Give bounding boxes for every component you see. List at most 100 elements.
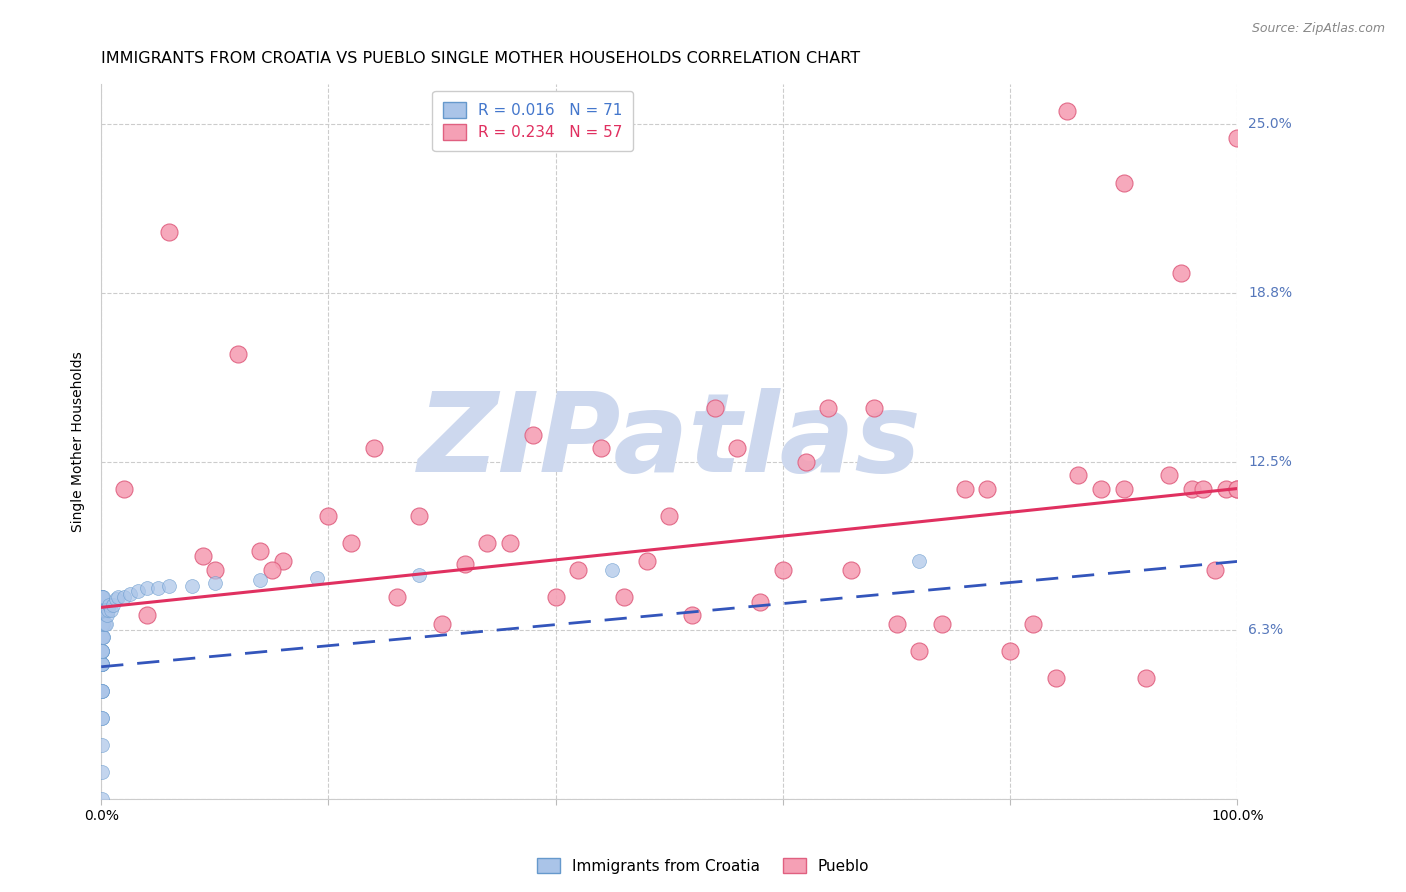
Point (226, 346, 249, 360)
Point (1045, 671, 1067, 685)
Point (94, 616, 117, 631)
Point (249, 543, 271, 558)
Point (90, 684, 112, 698)
Point (477, 535, 499, 549)
Point (725, 441, 748, 455)
Point (90, 684, 112, 698)
Text: ZIPatlas: ZIPatlas (418, 388, 921, 495)
Text: 18.8%: 18.8% (1249, 285, 1292, 300)
Point (91, 630, 114, 644)
Point (93, 590, 115, 604)
Point (1170, 266, 1192, 280)
Point (181, 579, 204, 593)
Point (104, 592, 127, 607)
Point (90, 630, 112, 644)
Point (931, 616, 953, 631)
Point (157, 579, 180, 593)
Point (91, 603, 114, 617)
Point (96, 608, 118, 623)
Point (90, 630, 112, 644)
Text: 6.3%: 6.3% (1249, 624, 1284, 637)
Point (90, 738, 112, 752)
Point (1204, 563, 1226, 577)
Point (90, 657, 112, 671)
Point (408, 508, 430, 523)
Point (91, 603, 114, 617)
Point (340, 535, 363, 549)
Point (100, 603, 122, 617)
Point (522, 427, 544, 442)
Point (1022, 616, 1045, 631)
Point (385, 590, 408, 604)
Point (408, 568, 430, 582)
Point (1067, 468, 1090, 483)
Point (772, 563, 794, 577)
Point (90, 616, 112, 631)
Point (93, 603, 115, 617)
Point (430, 616, 453, 631)
Point (1181, 482, 1204, 496)
Point (90, 684, 112, 698)
Point (862, 401, 884, 415)
Point (544, 590, 567, 604)
Point (93, 616, 115, 631)
Point (567, 563, 589, 577)
Point (307, 571, 329, 585)
Point (998, 643, 1021, 657)
Point (817, 401, 839, 415)
Point (681, 608, 703, 623)
Point (260, 563, 283, 577)
Point (271, 554, 294, 568)
Point (1215, 482, 1237, 496)
Point (839, 563, 862, 577)
Point (953, 482, 976, 496)
Point (112, 590, 135, 604)
Point (1090, 482, 1112, 496)
Point (90, 643, 112, 657)
Point (90, 630, 112, 644)
Legend: R = 0.016   N = 71, R = 0.234   N = 57: R = 0.016 N = 71, R = 0.234 N = 57 (433, 91, 633, 151)
Point (1192, 482, 1215, 496)
Point (90, 711, 112, 725)
Point (454, 557, 477, 571)
Text: IMMIGRANTS FROM CROATIA VS PUEBLO SINGLE MOTHER HOUSEHOLDS CORRELATION CHART: IMMIGRANTS FROM CROATIA VS PUEBLO SINGLE… (101, 51, 860, 66)
Point (908, 554, 931, 568)
Point (91, 643, 114, 657)
Point (98, 598, 121, 612)
Point (318, 508, 340, 523)
Point (193, 549, 215, 563)
Point (118, 587, 141, 601)
Point (90, 792, 112, 806)
Legend: Immigrants from Croatia, Pueblo: Immigrants from Croatia, Pueblo (530, 852, 876, 880)
Point (91, 616, 114, 631)
Point (363, 441, 385, 455)
Point (91, 643, 114, 657)
Point (90, 657, 112, 671)
Point (204, 563, 226, 577)
Point (90, 603, 112, 617)
Text: Source: ZipAtlas.com: Source: ZipAtlas.com (1251, 22, 1385, 36)
Point (101, 598, 124, 612)
Point (1226, 482, 1249, 496)
Point (1056, 103, 1078, 118)
Point (135, 582, 157, 596)
Point (91, 630, 114, 644)
Point (976, 482, 998, 496)
Point (91, 603, 114, 617)
Point (886, 616, 908, 631)
Point (91, 616, 114, 631)
Point (794, 454, 817, 468)
Point (91, 590, 114, 604)
Point (94, 603, 117, 617)
Point (1135, 671, 1157, 685)
Point (93, 603, 115, 617)
Point (90, 616, 112, 631)
Point (90, 765, 112, 780)
Point (91, 603, 114, 617)
Point (90, 657, 112, 671)
Point (127, 584, 149, 599)
Point (1112, 482, 1135, 496)
Text: 12.5%: 12.5% (1249, 455, 1292, 468)
Point (146, 582, 169, 596)
Point (249, 574, 271, 588)
